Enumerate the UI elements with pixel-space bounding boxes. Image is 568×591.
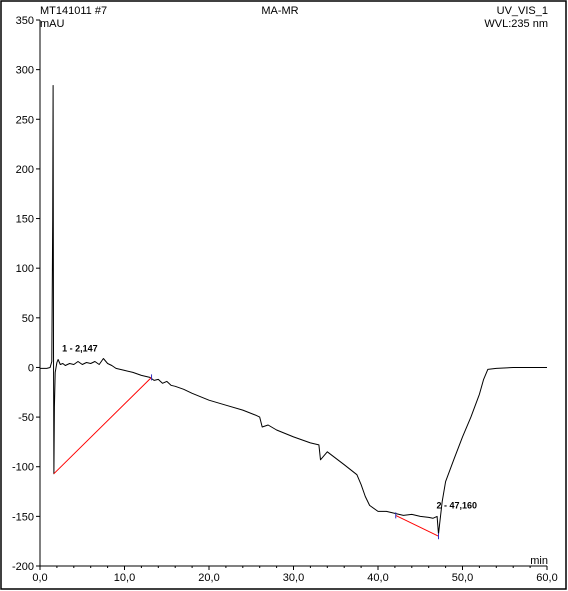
y-tick-label: -100 bbox=[12, 462, 34, 474]
x-tick-label: 10,0 bbox=[114, 572, 135, 584]
x-tick-label: 20,0 bbox=[198, 572, 219, 584]
y-tick-label: 350 bbox=[16, 15, 34, 27]
x-tick-label: 50,0 bbox=[452, 572, 473, 584]
x-tick-label: 0,0 bbox=[32, 572, 47, 584]
y-tick-label: 150 bbox=[16, 214, 34, 226]
y-tick-label: 50 bbox=[22, 313, 34, 325]
sample-id-label: MT141011 #7 bbox=[40, 5, 108, 17]
y-tick-label: 300 bbox=[16, 65, 34, 77]
x-tick-label: 40,0 bbox=[367, 572, 388, 584]
peak-label: 2 - 47,160 bbox=[437, 500, 478, 510]
y-tick-label: -200 bbox=[12, 561, 34, 573]
y-axis-unit: mAU bbox=[40, 18, 65, 30]
y-tick-label: -150 bbox=[12, 511, 34, 523]
x-axis-unit: min bbox=[530, 555, 548, 567]
baseline-segment-1 bbox=[53, 377, 152, 475]
wavelength-label: WVL:235 nm bbox=[484, 18, 548, 30]
channel-label: UV_VIS_1 bbox=[496, 5, 548, 17]
y-tick-label: 200 bbox=[16, 164, 34, 176]
method-label: MA-MR bbox=[261, 5, 299, 17]
y-tick-label: 100 bbox=[16, 263, 34, 275]
x-tick-label: 60,0 bbox=[536, 572, 557, 584]
y-tick-label: 0 bbox=[28, 362, 34, 374]
y-tick-label: 250 bbox=[16, 114, 34, 126]
y-tick-label: -50 bbox=[18, 412, 34, 424]
peak-label: 1 - 2,147 bbox=[62, 344, 98, 354]
signal-trace bbox=[40, 85, 547, 535]
baseline-segment-2 bbox=[395, 514, 439, 537]
x-tick-label: 30,0 bbox=[283, 572, 304, 584]
